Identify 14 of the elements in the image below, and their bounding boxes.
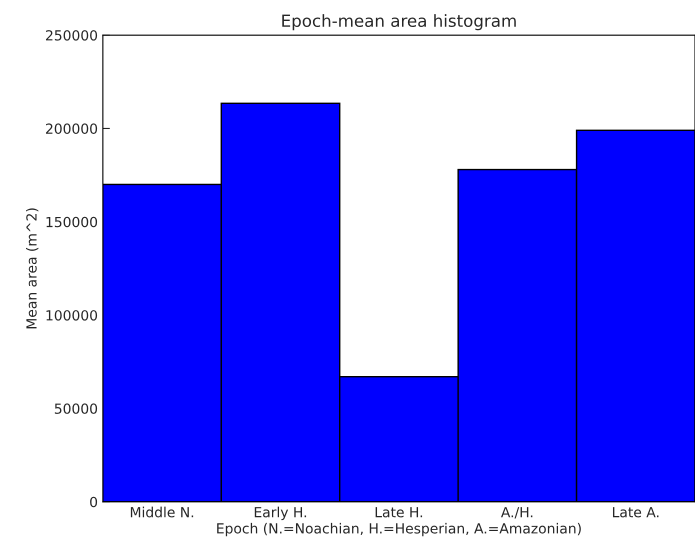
y-tick-label: 0 [90, 496, 98, 508]
y-tick-label: 150000 [46, 216, 98, 228]
x-tick-label: A./H. [500, 507, 532, 518]
x-tick-label: Late H. [376, 507, 422, 518]
x-axis-title: Epoch (N.=Noachian, H.=Hesperian, A.=Amazonian) [217, 522, 581, 536]
x-tick-label: Early H. [254, 506, 306, 520]
chart-title: Epoch-mean area histogram [282, 14, 516, 30]
x-tick-label: Middle N. [130, 506, 194, 518]
y-tick-label: 200000 [46, 123, 98, 134]
y-tick-label: 100000 [46, 310, 98, 321]
y-axis-title: Mean area (m^2) [26, 208, 38, 328]
y-tick-label: 250000 [46, 30, 98, 41]
x-tick-label: Late A. [612, 507, 658, 518]
y-tick-label: 50000 [54, 403, 98, 414]
